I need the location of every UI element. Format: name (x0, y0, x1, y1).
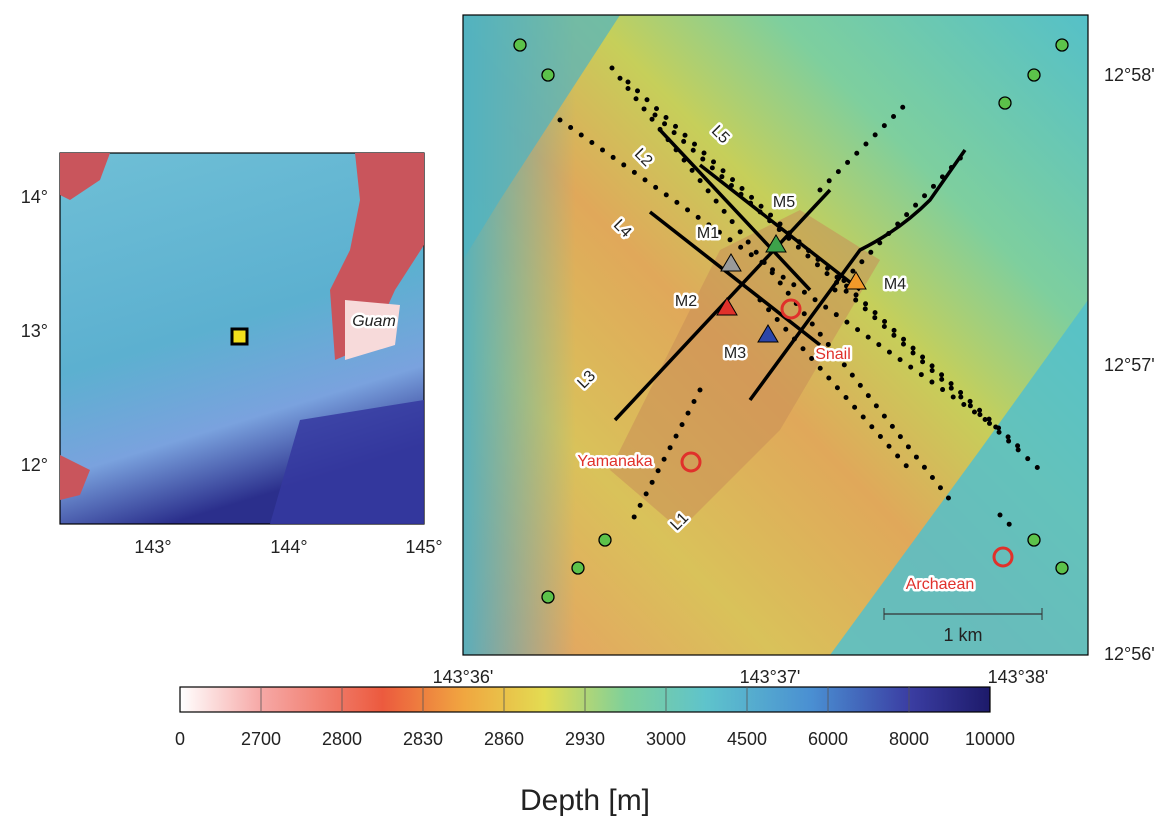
colorbar-tick-label: 10000 (965, 729, 1015, 749)
page: {"overview_map": {"label": "Guam", "lat_… (0, 0, 1176, 827)
figure: Guam 14° 13° 12° 143° 144° 145° M1 M2 M3… (0, 0, 1176, 822)
colorbar-tick-label: 0 (175, 729, 185, 749)
marker-label: M1 (697, 225, 719, 242)
marker-label: M3 (724, 345, 746, 362)
colorbar: Depth [m] 0 2700 2800 2830 2860 2930 3000 4500 6… (175, 687, 1015, 817)
site-label: Archaean (906, 576, 975, 593)
overview-map: Guam 14° 13° 12° 143° 144° 145° (21, 153, 443, 557)
lon-tick-label: 143° (134, 537, 171, 557)
marker-label: M4 (884, 276, 906, 293)
lat-tick-label: 12°57' (1104, 355, 1155, 375)
lat-tick-label: 12°58' (1104, 65, 1155, 85)
colorbar-tick-label: 8000 (889, 729, 929, 749)
site-label: Yamanaka (577, 453, 652, 470)
colorbar-tick-label: 6000 (808, 729, 848, 749)
lon-tick-label: 143°38' (988, 667, 1049, 687)
lat-tick-label: 14° (21, 187, 48, 207)
lon-tick-label: 145° (405, 537, 442, 557)
colorbar-title: Depth [m] (520, 784, 650, 817)
colorbar-tick-label: 2930 (565, 729, 605, 749)
colorbar-tick-label: 2860 (484, 729, 524, 749)
lon-tick-label: 143°36' (433, 667, 494, 687)
colorbar-tick-label: 2800 (322, 729, 362, 749)
lon-tick-label: 143°37' (740, 667, 801, 687)
colorbar-tick-label: 2830 (403, 729, 443, 749)
lon-tick-label: 144° (270, 537, 307, 557)
lat-tick-label: 12°56' (1104, 644, 1155, 664)
colorbar-tick-label: 4500 (727, 729, 767, 749)
colorbar-tick-label: 3000 (646, 729, 686, 749)
scale-bar-label: 1 km (943, 625, 982, 645)
island-label: Guam (352, 313, 396, 330)
marker-label: M5 (773, 194, 795, 211)
colorbar-tick-label: 2700 (241, 729, 281, 749)
marker-label: M2 (675, 293, 697, 310)
lat-tick-label: 13° (21, 321, 48, 341)
detail-map: M1 M2 M3 M4 M5 L1 L2 L3 L4 L5 Snail Yama… (433, 15, 1155, 687)
site-label: Snail (815, 346, 851, 363)
lat-tick-label: 12° (21, 455, 48, 475)
